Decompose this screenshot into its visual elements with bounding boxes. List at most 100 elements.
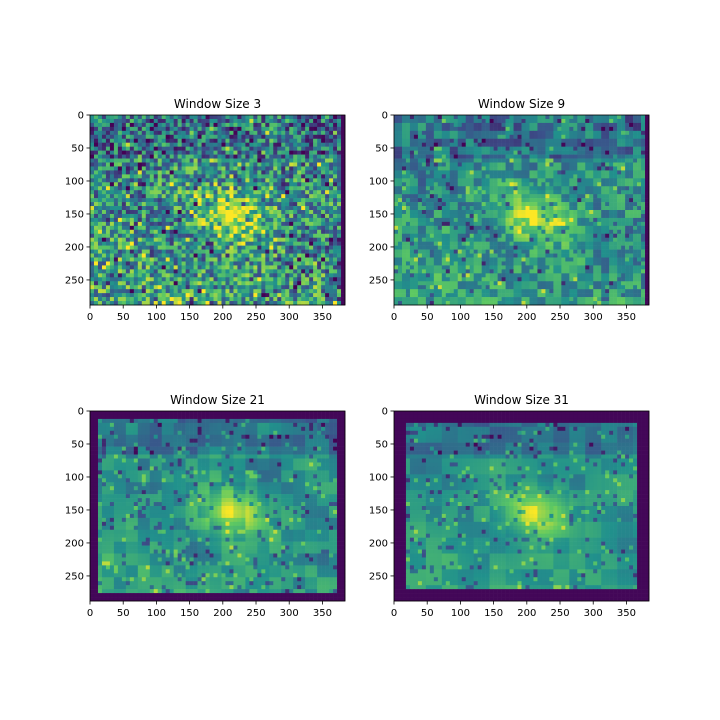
heatmap-cell — [625, 166, 629, 170]
heatmap-cell — [110, 277, 114, 281]
heatmap-cell — [198, 293, 202, 297]
heatmap-cell — [561, 139, 565, 143]
heatmap-cell — [178, 234, 182, 238]
heatmap-cell — [541, 226, 545, 230]
heatmap-cell — [118, 147, 122, 151]
heatmap-cell — [265, 182, 269, 186]
heatmap-cell — [198, 250, 202, 254]
heatmap-cell — [154, 174, 158, 178]
heatmap-cell — [573, 166, 577, 170]
heatmap-cell — [166, 234, 170, 238]
heatmap-cell — [269, 131, 273, 135]
heatmap-cell — [106, 254, 110, 258]
heatmap-cell — [210, 178, 214, 182]
heatmap-cell — [225, 139, 229, 143]
heatmap-cell — [190, 190, 194, 194]
heatmap-cell — [446, 127, 450, 131]
heatmap-cell — [313, 155, 317, 159]
heatmap-cell — [474, 139, 478, 143]
heatmap-cell — [285, 139, 289, 143]
heatmap-cell — [285, 234, 289, 238]
heatmap-cell — [581, 222, 585, 226]
heatmap-cell — [486, 135, 490, 139]
heatmap-cell — [198, 210, 202, 214]
heatmap-cell — [430, 131, 434, 135]
heatmap-cell — [229, 170, 233, 174]
heatmap-cell — [281, 269, 285, 273]
heatmap-cell — [589, 202, 593, 206]
heatmap-cell — [458, 206, 462, 210]
heatmap-cell — [442, 174, 446, 178]
heatmap-cell — [597, 206, 601, 210]
heatmap-cell — [329, 115, 333, 119]
heatmap-cell — [406, 222, 410, 226]
heatmap-cell — [285, 265, 289, 269]
heatmap-cell — [122, 289, 126, 293]
heatmap-cell — [490, 202, 494, 206]
heatmap-cell — [221, 202, 225, 206]
heatmap-cell — [106, 297, 110, 301]
heatmap-cell — [301, 186, 305, 190]
heatmap-cell — [478, 202, 482, 206]
heatmap-cell — [333, 123, 337, 127]
heatmap-cell — [337, 246, 341, 250]
heatmap-cell — [545, 135, 549, 139]
heatmap-cell — [273, 163, 277, 167]
heatmap-cell — [94, 119, 98, 123]
heatmap-cell — [102, 258, 106, 262]
heatmap-cell — [102, 147, 106, 151]
heatmap-cell — [90, 178, 94, 182]
heatmap-cell — [309, 269, 313, 273]
heatmap-cell — [317, 178, 321, 182]
heatmap-cell — [466, 222, 470, 226]
heatmap-cell — [529, 182, 533, 186]
heatmap-cell — [585, 143, 589, 147]
heatmap-cell — [146, 182, 150, 186]
heatmap-cell — [102, 119, 106, 123]
heatmap-cell — [478, 147, 482, 151]
heatmap-cell — [98, 135, 102, 139]
heatmap-cell — [90, 285, 94, 289]
heatmap-cell — [557, 222, 561, 226]
heatmap-cell — [498, 163, 502, 167]
heatmap-cell — [418, 155, 422, 159]
heatmap-cell — [229, 254, 233, 258]
heatmap-cell — [178, 123, 182, 127]
heatmap-cell — [637, 163, 641, 167]
heatmap-cell — [313, 198, 317, 202]
heatmap-cell — [641, 186, 645, 190]
heatmap-cell — [337, 151, 341, 155]
heatmap-cell — [194, 285, 198, 289]
heatmap-cell — [637, 190, 641, 194]
heatmap-cell — [470, 131, 474, 135]
heatmap-cell — [142, 155, 146, 159]
heatmap-cell — [166, 163, 170, 167]
heatmap-cell — [309, 258, 313, 262]
heatmap-cell — [293, 269, 297, 273]
heatmap-cell — [269, 206, 273, 210]
heatmap-cell — [613, 139, 617, 143]
heatmap-cell — [305, 174, 309, 178]
heatmap-cell — [182, 182, 186, 186]
heatmap-cell — [426, 115, 430, 119]
heatmap-cell — [138, 210, 142, 214]
heatmap-cell — [166, 277, 170, 281]
heatmap-cell — [237, 210, 241, 214]
heatmap-cell — [589, 131, 593, 135]
heatmap-cell — [178, 170, 182, 174]
heatmap-cell — [470, 119, 474, 123]
heatmap-cell — [470, 214, 474, 218]
heatmap-cell — [265, 297, 269, 301]
heatmap-cell — [537, 163, 541, 167]
heatmap-cell — [478, 210, 482, 214]
heatmap-cell — [190, 246, 194, 250]
heatmap-cell — [138, 293, 142, 297]
heatmap-cell — [321, 186, 325, 190]
heatmap-cell — [146, 218, 150, 222]
heatmap-cell — [241, 265, 245, 269]
heatmap-cell — [253, 234, 257, 238]
heatmap-cell — [394, 166, 398, 170]
heatmap-cell — [593, 222, 597, 226]
heatmap-cell — [321, 127, 325, 131]
heatmap-cell — [617, 210, 621, 214]
